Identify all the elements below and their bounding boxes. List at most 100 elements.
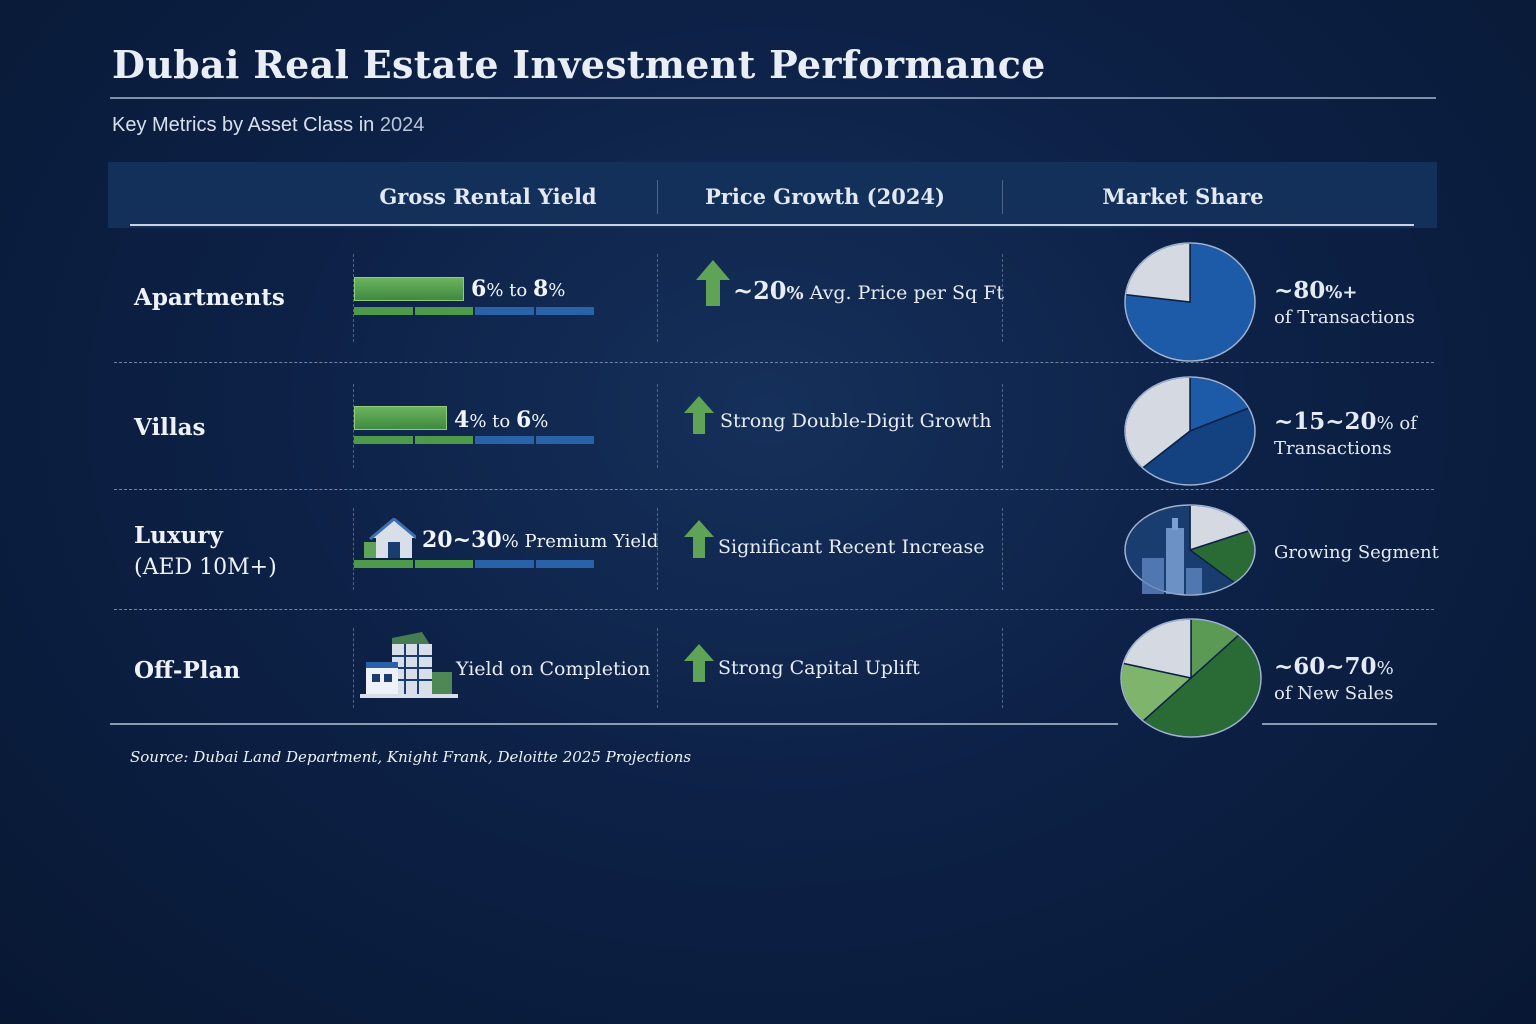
source-note: Source: Dubai Land Department, Knight Fr… [130,748,692,766]
row-separator [114,609,1434,610]
share-caption: Transactions [1274,438,1392,459]
asset-label: Luxury (AED 10M+) [134,522,277,582]
pie-outline [1124,376,1256,486]
table-row: Apartments 6% to 8% ~20% Avg. Price per … [114,240,1434,362]
share-caption: of New Sales [1274,683,1394,704]
yield-scale-track [354,307,594,315]
scale-segment [475,307,534,315]
yield-high: 6 [515,407,532,433]
asset-name: Luxury [134,522,223,549]
table-bottom-rule [110,723,1118,725]
up-arrow-icon [684,396,714,434]
yield-connector: to [486,411,516,432]
scale-segment [414,307,473,315]
column-divider [1002,254,1003,342]
table-row: Luxury (AED 10M+) 20~30% Premium Yield S… [114,494,1439,606]
growth-description: Strong Capital Uplift [718,657,920,679]
scale-segment [354,560,413,568]
yield-scale-track [354,436,594,444]
subtitle-year: 2024 [379,114,425,136]
share-value: ~80%+ of Transactions [1274,278,1415,330]
table-header: Gross Rental Yield Price Growth (2024) M… [108,162,1437,228]
up-arrow-icon [696,260,730,306]
title-divider [110,97,1436,99]
share-value: ~60~70% of New Sales [1274,654,1394,706]
growth-value: ~20% Avg. Price per Sq Ft [733,276,1004,305]
asset-qualifier: (AED 10M+) [134,555,277,580]
share-suffix: %+ [1325,282,1358,303]
table-bottom-rule [1262,723,1437,725]
share-caption: of Transactions [1274,307,1415,328]
up-arrow-icon [684,520,714,558]
pie-slice [1124,242,1191,303]
scale-segment [354,436,413,444]
share-value: Growing Segment [1274,540,1439,565]
scale-segment [535,436,594,444]
column-divider [657,384,658,468]
column-divider [657,628,658,708]
subtitle-text: Key Metrics by Asset Class in [112,114,375,136]
yield-connector: to [503,280,533,301]
column-divider [1002,508,1003,590]
scale-segment [535,307,594,315]
pie-outline [1120,618,1262,738]
growth-description: Significant Recent Increase [718,536,985,558]
column-header-growth: Price Growth (2024) [705,184,945,209]
yield-scale-track [354,560,594,568]
share-number: ~15~20 [1274,408,1377,435]
yield-unit: % [486,280,504,301]
market-share-pie [1124,376,1256,486]
scale-segment [475,436,534,444]
growth-value: Strong Double-Digit Growth [720,410,991,432]
row-separator [114,362,1434,363]
column-divider [657,508,658,590]
header-underline [130,224,1414,226]
market-share-pie [1124,242,1256,362]
yield-description: Yield on Completion [456,658,651,680]
yield-low: 6 [471,276,487,302]
yield-bar [354,406,447,430]
growth-description: Strong Double-Digit Growth [720,410,992,432]
header-divider [657,180,658,214]
growth-value: Significant Recent Increase [718,536,985,558]
asset-label: Villas [134,414,206,441]
yield-unit: % [501,531,519,552]
scale-segment [414,436,473,444]
pie-outline [1124,504,1256,596]
column-divider [353,254,354,342]
scale-segment [354,307,413,315]
yield-unit: % [548,280,566,301]
share-caption: Growing Segment [1274,542,1439,563]
page-title: Dubai Real Estate Investment Performance [112,42,1046,87]
column-divider [353,384,354,468]
growth-description: Avg. Price per Sq Ft [803,282,1005,304]
asset-label: Apartments [134,284,285,311]
column-divider [1002,628,1003,708]
yield-low: 4 [454,407,470,433]
up-arrow-icon [684,644,714,682]
yield-value: 20~30% Premium Yield [422,527,658,553]
share-suffix: % of [1376,413,1417,434]
market-share-pie [1120,618,1262,738]
column-divider [657,254,658,342]
yield-value: 6% to 8% [471,276,565,302]
yield-connector: Premium Yield [518,531,659,552]
yield-unit: % [531,411,549,432]
table-row: Villas 4% to 6% Strong Double-Digit Grow… [114,370,1434,488]
growth-value: Strong Capital Uplift [718,657,920,679]
yield-value: 4% to 6% [454,407,548,433]
table-row: Off-Plan Yield on Completion Strong Capi… [114,614,1434,738]
building-icon [360,632,458,698]
column-divider [353,508,354,590]
page-subtitle: Key Metrics by Asset Class in 2024 [112,114,424,137]
share-number: ~60~70 [1274,653,1377,680]
asset-label: Off-Plan [134,657,241,684]
pie-outline [1124,242,1256,362]
header-divider [1002,180,1003,214]
share-suffix: % [1376,658,1394,679]
growth-number: ~20 [733,276,787,305]
column-header-yield: Gross Rental Yield [379,184,597,209]
yield-low: 20~30 [422,527,502,553]
skyline-icon [1142,518,1202,594]
column-divider [1002,384,1003,468]
